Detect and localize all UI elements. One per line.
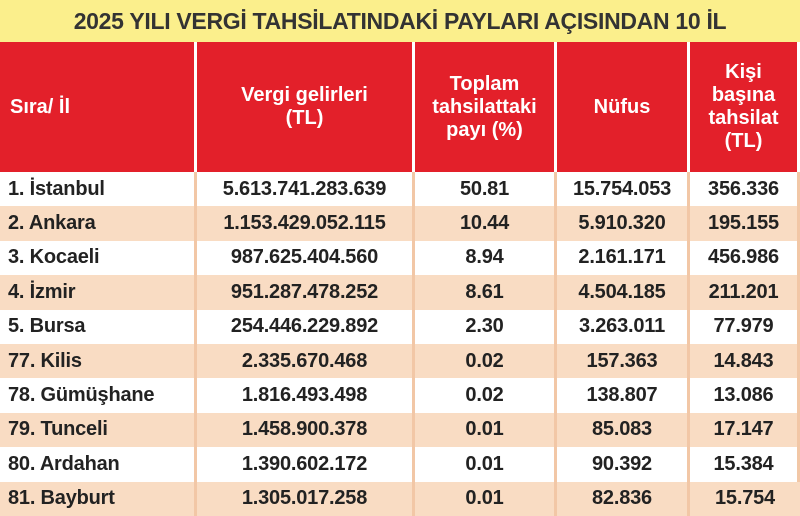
table-cell: 15.754.053	[557, 172, 690, 207]
table-cell: 1.816.493.498	[197, 378, 415, 413]
table-cell: 254.446.229.892	[197, 309, 415, 344]
table-cell: 3. Kocaeli	[0, 240, 197, 276]
header-line: başına	[711, 84, 776, 106]
table-cell: 211.201	[690, 275, 800, 310]
table-cell: 4.504.185	[557, 275, 690, 310]
table-cell: 1.305.017.258	[197, 481, 415, 516]
table-cell: 77.979	[690, 309, 800, 344]
table-cell: 5.613.741.283.639	[197, 172, 415, 207]
header-cell: Kişi başına tahsilat (TL)	[690, 42, 800, 172]
title: 2025 YILI VERGİ TAHSİLATINDAKİ PAYLARI A…	[0, 0, 800, 42]
table-cell: 356.336	[690, 172, 800, 207]
table-cell: 0.02	[415, 343, 557, 379]
table-cell: 82.836	[557, 481, 690, 516]
header-line: Vergi gelirleri	[241, 84, 368, 106]
header-line: tahsilat	[708, 107, 779, 129]
header-cell: Toplam tahsilattaki payı (%)	[415, 42, 557, 172]
table-cell: 3.263.011	[557, 309, 690, 344]
header-line: Sıra/ İl	[10, 95, 71, 118]
table-cell: 1. İstanbul	[0, 172, 197, 207]
table-cell: 1.458.900.378	[197, 412, 415, 448]
table-cell: 2.30	[415, 309, 557, 344]
table-cell: 2.335.670.468	[197, 343, 415, 379]
table-cell: 2.161.171	[557, 240, 690, 276]
table-cell: 195.155	[690, 206, 800, 241]
table-cell: 77. Kilis	[0, 343, 197, 379]
header-line: Nüfus	[593, 95, 651, 118]
header-line: payı (%)	[446, 118, 523, 141]
table-cell: 79. Tunceli	[0, 412, 197, 448]
table-cell: 1.390.602.172	[197, 447, 415, 482]
header-cell: Nüfus	[557, 42, 690, 172]
header-cell: Sıra/ İl	[0, 42, 197, 172]
header-line: (TL)	[724, 130, 763, 152]
table-cell: 1.153.429.052.115	[197, 206, 415, 241]
header-line: tahsilattaki	[432, 95, 537, 118]
table-cell: 8.61	[415, 275, 557, 310]
table-cell: 456.986	[690, 240, 800, 276]
table-cell: 951.287.478.252	[197, 275, 415, 310]
table-cell: 4. İzmir	[0, 275, 197, 310]
table-cell: 138.807	[557, 378, 690, 413]
table-cell: 14.843	[690, 343, 800, 379]
header-cell: Vergi gelirleri (TL)	[197, 42, 415, 172]
table-cell: 10.44	[415, 206, 557, 241]
table-cell: 15.754	[690, 481, 800, 516]
header-line: Toplam	[449, 72, 520, 95]
table: Sıra/ İl Vergi gelirleri (TL) Toplam tahsila…	[0, 42, 800, 516]
table-cell: 90.392	[557, 447, 690, 482]
table-cell: 2. Ankara	[0, 206, 197, 241]
table-cell: 5. Bursa	[0, 309, 197, 344]
table-cell: 8.94	[415, 240, 557, 276]
table-cell: 78. Gümüşhane	[0, 378, 197, 413]
table-cell: 15.384	[690, 447, 800, 482]
table-cell: 0.01	[415, 447, 557, 482]
table-cell: 85.083	[557, 412, 690, 448]
table-cell: 50.81	[415, 172, 557, 207]
table-cell: 0.01	[415, 481, 557, 516]
table-cell: 0.01	[415, 412, 557, 448]
table-cell: 0.02	[415, 378, 557, 413]
table-cell: 80. Ardahan	[0, 447, 197, 482]
table-cell: 987.625.404.560	[197, 240, 415, 276]
header-line: Kişi	[725, 61, 762, 83]
table-cell: 5.910.320	[557, 206, 690, 241]
table-cell: 13.086	[690, 378, 800, 413]
table-cell: 157.363	[557, 343, 690, 379]
table-cell: 17.147	[690, 412, 800, 448]
header-line: (TL)	[285, 107, 324, 129]
table-cell: 81. Bayburt	[0, 481, 197, 516]
